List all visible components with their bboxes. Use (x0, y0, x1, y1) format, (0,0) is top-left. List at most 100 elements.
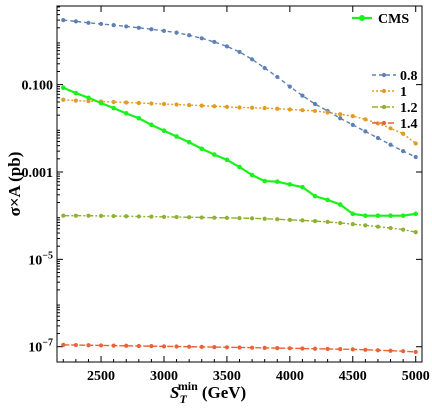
series-point-1 (111, 99, 116, 105)
x-axis-label: STmin (GeV) (170, 379, 246, 406)
cms-point (111, 105, 116, 111)
cms-point (224, 157, 230, 163)
series-point-1.4 (98, 343, 104, 348)
x-tick-label: 5000 (402, 369, 430, 384)
series-point-1 (187, 102, 192, 108)
series-point-1 (300, 108, 305, 113)
series-point-1.4 (350, 347, 355, 352)
legend-cms-marker (359, 15, 365, 21)
series-point-1 (350, 114, 355, 119)
y-tick-label: 0.001 (22, 166, 54, 181)
series-point-1.2 (187, 215, 192, 220)
series-point-1.4 (187, 344, 192, 349)
series-point-1.2 (111, 213, 116, 219)
x-tick-label: 4500 (339, 369, 367, 384)
y-axis-label: σ×A (pb) (5, 152, 24, 217)
series-point-1.4 (300, 346, 305, 351)
series-point-0.8 (212, 39, 217, 45)
x-axis-label-main: S (170, 383, 179, 402)
cms-point (274, 179, 280, 184)
series-point-1.4 (375, 348, 381, 353)
series-point-0.8 (187, 33, 192, 38)
cms-point (300, 184, 305, 190)
series-point-1.4 (388, 348, 393, 353)
series-point-0.8 (86, 20, 91, 25)
series-point-1 (249, 105, 255, 110)
series-point-0.8 (338, 116, 343, 121)
series-point-1 (174, 102, 179, 107)
cms-point (161, 128, 167, 134)
series-point-1.4 (325, 346, 330, 352)
legend: CMS 0.811.21.4 (352, 12, 418, 132)
series-point-1.2 (237, 215, 242, 221)
cms-point (388, 213, 393, 218)
series-point-0.8 (111, 23, 116, 28)
series-point-1 (161, 101, 167, 107)
series-point-0.8 (275, 74, 280, 80)
series-point-1.2 (61, 213, 66, 218)
series-point-0.8 (249, 57, 255, 62)
series-point-1.4 (287, 346, 292, 351)
series-point-1 (136, 100, 141, 106)
legend-label-1: 1 (400, 85, 407, 100)
series-point-1 (237, 105, 242, 110)
series-point-1.4 (401, 349, 406, 354)
series-point-1 (262, 106, 267, 111)
x-axis-label-unit: (GeV) (202, 383, 246, 402)
cms-point (73, 90, 79, 96)
series-point-1.4 (237, 345, 242, 350)
series-point-0.8 (312, 101, 318, 107)
y-tick-label: 10−5 (28, 250, 53, 268)
cms-point (325, 197, 330, 203)
series-point-1.4 (338, 347, 343, 352)
cms-point (174, 134, 179, 139)
cms-point (249, 172, 255, 178)
series-point-0.8 (224, 44, 230, 49)
series-point-1.2 (401, 227, 406, 232)
series-point-1 (86, 98, 91, 104)
series-point-1.4 (124, 343, 129, 348)
series-point-1.2 (124, 214, 129, 219)
series-point-0.8 (199, 36, 204, 41)
series-point-1 (124, 100, 129, 105)
series-point-1.4 (212, 344, 217, 350)
series-point-1.4 (199, 344, 204, 350)
series-point-1 (325, 110, 330, 115)
x-tick-label: 3000 (150, 369, 178, 384)
series-point-1 (338, 112, 343, 117)
cms-point (149, 122, 154, 128)
series-point-0.8 (401, 149, 406, 154)
cms-point (123, 111, 129, 116)
cms-point (237, 164, 242, 170)
series-point-0.8 (61, 18, 66, 23)
series-point-1.4 (224, 345, 230, 350)
series-point-0.8 (73, 19, 78, 24)
legend-label-1.2: 1.2 (400, 101, 418, 116)
series-point-1 (287, 107, 292, 112)
cms-point (287, 182, 293, 187)
series-point-1.2 (98, 213, 104, 218)
series-point-1.2 (86, 213, 91, 218)
series-point-1.2 (249, 216, 255, 221)
cms-point (400, 213, 406, 218)
series-line-0.8 (63, 19, 417, 158)
series-point-1.4 (111, 343, 116, 348)
x-tick-label: 4000 (276, 369, 304, 384)
series-point-1.2 (149, 214, 154, 219)
series-point-1.2 (300, 218, 305, 223)
series-point-1.2 (325, 219, 330, 225)
cms-point (262, 178, 267, 184)
series-point-1.4 (174, 344, 179, 349)
cms-point (363, 213, 368, 218)
series-point-0.8 (174, 30, 179, 35)
cms-point (375, 213, 381, 218)
series-point-1.4 (149, 344, 154, 349)
series-point-0.8 (237, 49, 242, 55)
series-point-1 (61, 97, 66, 102)
legend-marker-1 (381, 88, 387, 94)
cms-point (337, 202, 343, 207)
series-point-1.4 (249, 345, 255, 350)
series-point-1.4 (86, 343, 91, 348)
series-point-1.2 (363, 223, 368, 228)
